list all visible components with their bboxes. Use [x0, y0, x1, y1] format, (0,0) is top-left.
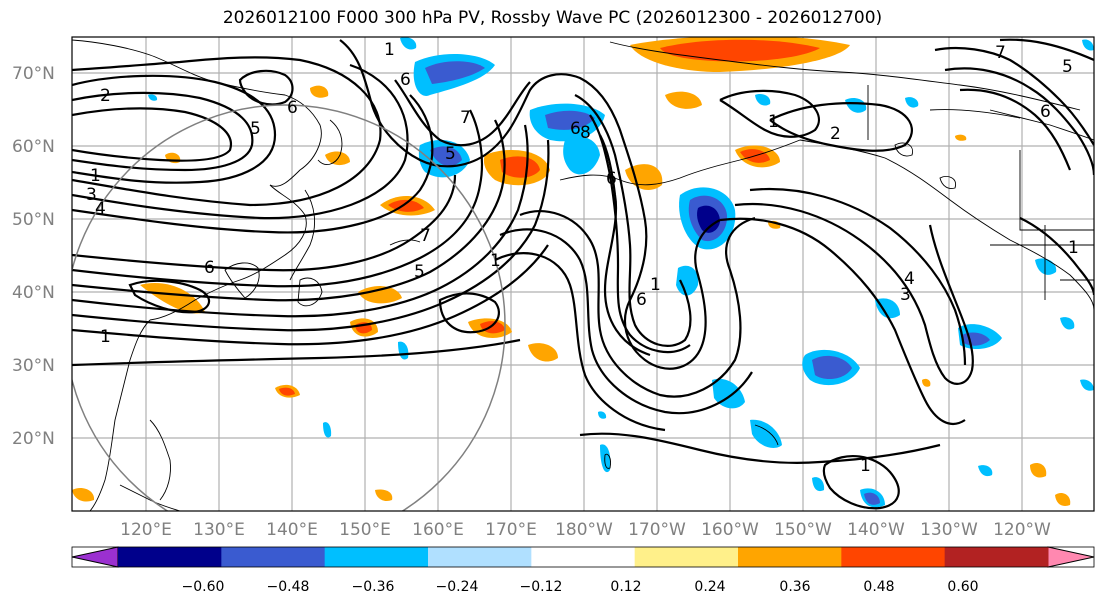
contour-label: 5: [1062, 57, 1073, 77]
pv-contours: [72, 38, 1094, 510]
contour-label: 7: [995, 43, 1006, 63]
map-title: 2026012100 F000 300 hPa PV, Rossby Wave …: [222, 8, 883, 28]
lon-label: 180°W: [555, 520, 613, 540]
plot-frame: [71, 36, 1095, 512]
contour-label: 1: [100, 327, 111, 347]
lon-label: 120°E: [120, 520, 172, 540]
colorbar-extend-low: [71, 546, 119, 568]
colorbar-segment: [944, 547, 1049, 567]
contour-label: 1: [768, 112, 779, 132]
lon-label: 140°W: [847, 520, 905, 540]
lat-label: 70°N: [12, 64, 55, 84]
lon-label: 120°W: [993, 520, 1051, 540]
lon-label: 130°W: [920, 520, 978, 540]
colorbar-tick: 0.36: [779, 579, 810, 595]
contour-label: 1: [490, 251, 501, 271]
colorbar-tick: −0.36: [352, 579, 395, 595]
contour-label: 3: [900, 285, 911, 305]
colorbar-segment: [428, 547, 532, 567]
contour-label: 5: [250, 119, 261, 139]
longitude-labels: 120°E 130°E 140°E 150°E 160°E 170°E 180°…: [120, 520, 1051, 540]
lon-label: 150°E: [339, 520, 391, 540]
colorbar-segment: [841, 547, 946, 567]
lat-label: 60°N: [12, 137, 55, 157]
contour-label: 8: [580, 123, 591, 143]
contour-label: 7: [420, 226, 431, 246]
colorbar-segment: [738, 547, 842, 567]
contour-label: 1: [90, 166, 101, 186]
contour-label: 2: [100, 86, 111, 106]
lat-label: 40°N: [12, 283, 55, 303]
contour-label: 1: [384, 40, 395, 60]
colorbar-tick: 0.24: [694, 579, 725, 595]
lon-label: 170°E: [485, 520, 537, 540]
contour-label: 4: [904, 269, 915, 289]
contour-label: 6: [287, 98, 298, 118]
colorbar-segment: [531, 547, 636, 567]
contour-label: 6: [570, 119, 581, 139]
colorbar-tick: 0.12: [610, 579, 641, 595]
contour-label: 1: [860, 456, 871, 476]
latitude-labels: 70°N 60°N 50°N 40°N 30°N 20°N: [12, 64, 55, 449]
contour-label: 2: [830, 124, 841, 144]
range-circle: [72, 104, 506, 511]
contour-labels: 2 1 3 4 6 1 6 5 1 7 6 5 7 6 8 1 6 5 6 1 …: [86, 40, 1079, 476]
colorbar-segment: [221, 547, 326, 567]
contour-label: 1: [650, 275, 661, 295]
coastlines: [72, 39, 1094, 511]
colorbar-tick: 0.48: [863, 579, 894, 595]
contour-label: 7: [460, 108, 471, 128]
colorbar-tick: −0.48: [267, 579, 310, 595]
colorbar-tick: −0.12: [520, 579, 563, 595]
lon-label: 160°W: [701, 520, 759, 540]
lon-label: 140°E: [266, 520, 318, 540]
contour-label: 4: [95, 199, 106, 219]
contour-label: 5: [414, 262, 425, 282]
contour-label: 6: [204, 258, 215, 278]
lat-label: 30°N: [12, 356, 55, 376]
contour-label: 3: [86, 185, 97, 205]
lat-label: 20°N: [12, 429, 55, 449]
lon-label: 130°E: [193, 520, 245, 540]
lat-label: 50°N: [12, 210, 55, 230]
colorbar-extend-high: [1047, 546, 1095, 568]
contour-label: 6: [606, 169, 617, 189]
contour-label: 6: [400, 70, 411, 90]
lon-label: 160°E: [412, 520, 464, 540]
contour-label: 6: [636, 290, 647, 310]
contour-label: 1: [1068, 238, 1079, 258]
colorbar-segment: [324, 547, 429, 567]
colorbar-tick: −0.60: [182, 579, 225, 595]
gridlines: [72, 37, 1094, 511]
contour-label: 5: [445, 144, 456, 164]
colorbar-segment: [118, 547, 222, 567]
colorbar-tick: 0.60: [947, 579, 978, 595]
contour-label: 6: [1040, 102, 1051, 122]
lon-label: 170°W: [628, 520, 686, 540]
lon-label: 150°W: [774, 520, 832, 540]
colorbar-segment: [634, 547, 739, 567]
colorbar-tick: −0.24: [436, 579, 479, 595]
colorbar: −0.60 −0.48 −0.36 −0.24 −0.12 0.12 0.24 …: [71, 546, 1095, 595]
